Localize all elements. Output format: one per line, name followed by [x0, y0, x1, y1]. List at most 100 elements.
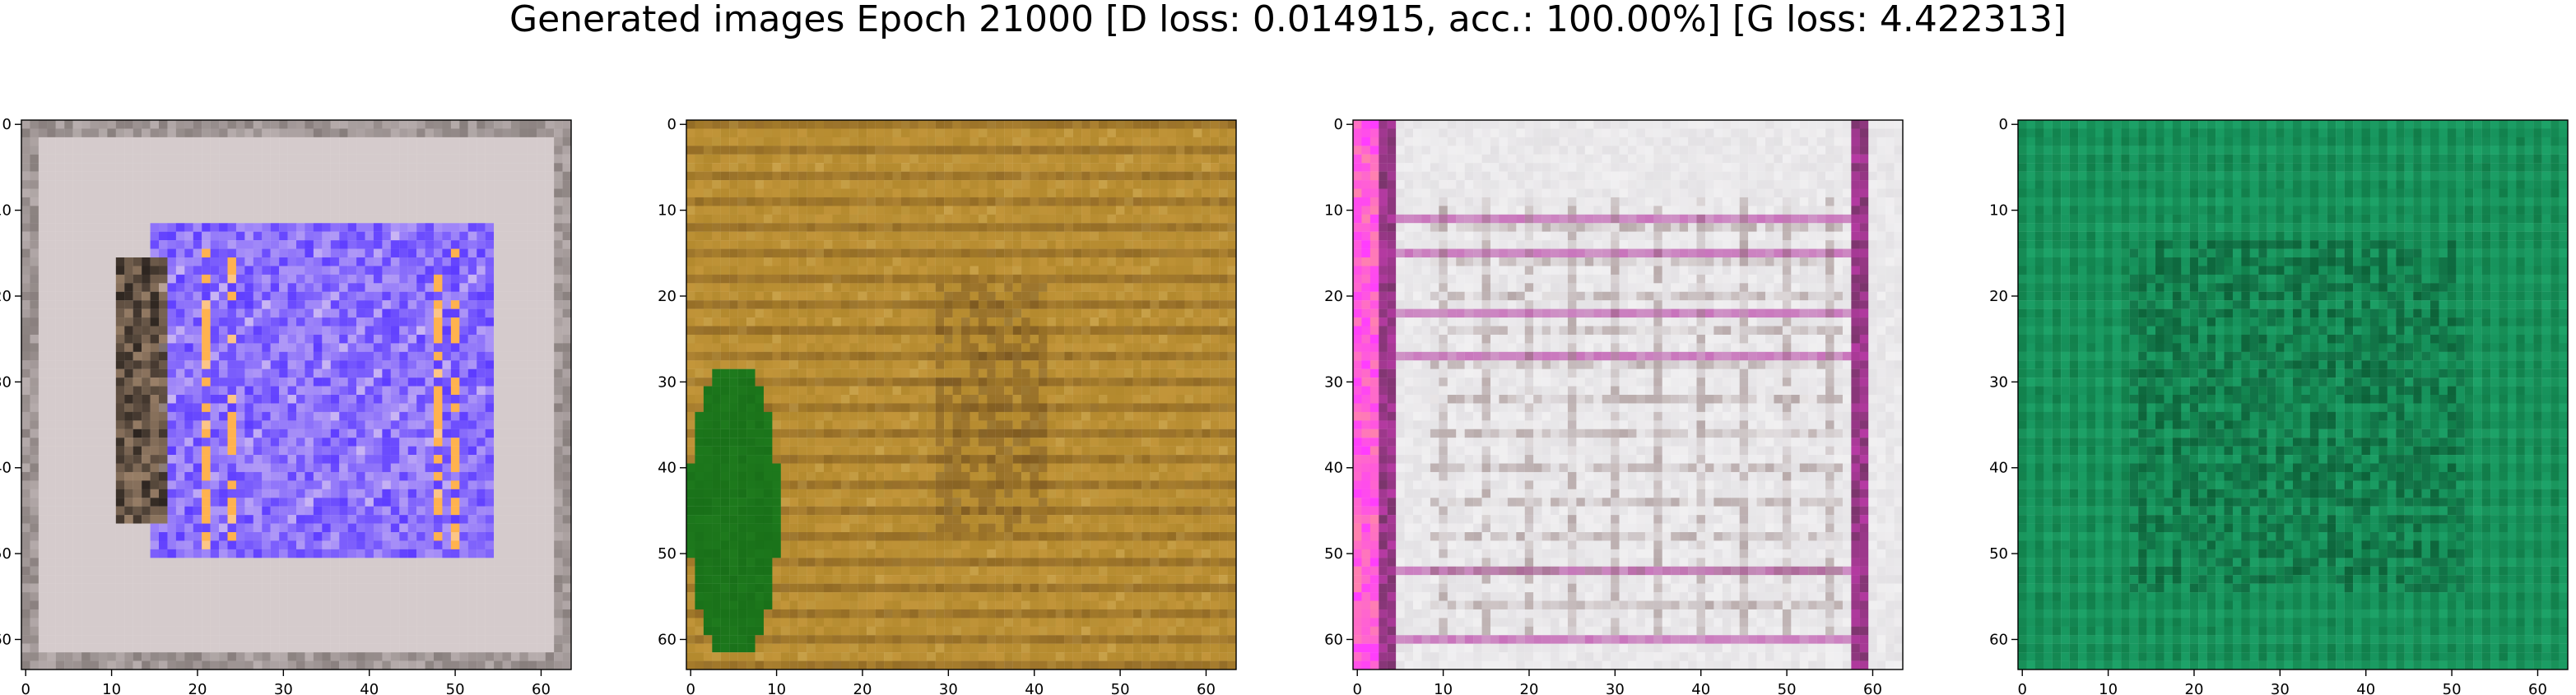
- image-pixel: [1047, 197, 1056, 206]
- image-pixel: [909, 188, 918, 198]
- image-pixel: [390, 506, 400, 516]
- image-pixel: [434, 471, 443, 481]
- image-pixel: [434, 368, 443, 378]
- image-pixel: [313, 240, 323, 249]
- image-pixel: [1175, 214, 1185, 224]
- image-pixel: [175, 334, 185, 344]
- image-pixel: [202, 429, 211, 438]
- image-pixel: [399, 515, 408, 524]
- image-pixel: [807, 180, 816, 189]
- image-pixel: [519, 626, 528, 636]
- image-pixel: [279, 171, 288, 181]
- image-pixel: [107, 214, 116, 224]
- image-pixel: [1159, 146, 1168, 155]
- image-pixel: [382, 317, 391, 327]
- image-pixel: [858, 223, 867, 232]
- image-pixel: [150, 378, 160, 387]
- image-pixel: [459, 274, 468, 284]
- image-pixel: [262, 137, 271, 146]
- image-pixel: [330, 506, 340, 516]
- image-pixel: [90, 351, 100, 361]
- image-pixel: [494, 660, 503, 670]
- image-pixel: [554, 308, 563, 318]
- image-pixel: [537, 583, 546, 593]
- image-pixel: [159, 583, 168, 593]
- image-pixel: [253, 600, 263, 610]
- image-pixel: [270, 197, 280, 206]
- image-pixel: [1081, 171, 1090, 181]
- image-pixel: [356, 575, 365, 584]
- image-pixel: [494, 489, 503, 498]
- image-pixel: [98, 411, 108, 421]
- image-pixel: [313, 120, 323, 129]
- image-pixel: [72, 498, 82, 507]
- image-pixel: [270, 455, 280, 464]
- image-pixel: [347, 463, 357, 473]
- image-pixel: [347, 137, 357, 146]
- image-pixel: [840, 120, 850, 129]
- image-pixel: [477, 137, 486, 146]
- image-pixel: [459, 360, 468, 369]
- image-pixel: [330, 455, 340, 464]
- image-pixel: [356, 532, 365, 541]
- image-pixel: [1159, 223, 1168, 232]
- image-pixel: [390, 120, 400, 129]
- image-pixel: [64, 643, 73, 653]
- image-pixel: [124, 223, 133, 232]
- image-pixel: [537, 231, 546, 241]
- image-pixel: [442, 146, 452, 155]
- image-pixel: [115, 403, 125, 413]
- image-pixel: [124, 326, 133, 336]
- image-pixel: [450, 137, 460, 146]
- image-pixel: [296, 197, 305, 206]
- image-pixel: [737, 171, 747, 181]
- image-pixel: [884, 197, 893, 206]
- image-pixel: [545, 438, 555, 447]
- image-pixel: [434, 523, 443, 533]
- image-pixel: [695, 163, 704, 172]
- image-pixel: [253, 214, 263, 224]
- image-pixel: [373, 566, 383, 576]
- image-pixel: [554, 660, 563, 670]
- image-pixel: [330, 214, 340, 224]
- image-pixel: [545, 257, 555, 266]
- image-pixel: [467, 626, 477, 636]
- image-pixel: [1030, 120, 1039, 129]
- image-pixel: [467, 274, 477, 284]
- image-pixel: [407, 128, 417, 138]
- image-pixel: [528, 575, 537, 584]
- image-pixel: [21, 214, 30, 224]
- image-pixel: [935, 120, 945, 129]
- image-pixel: [175, 532, 185, 541]
- image-pixel: [124, 137, 133, 146]
- image-pixel: [219, 592, 228, 601]
- image-pixel: [107, 575, 116, 584]
- image-pixel: [373, 343, 383, 352]
- image-pixel: [365, 506, 374, 516]
- image-pixel: [142, 420, 151, 429]
- image-pixel: [807, 120, 816, 129]
- image-pixel: [202, 652, 211, 661]
- image-pixel: [313, 583, 323, 593]
- image-pixel: [1081, 197, 1090, 206]
- image-pixel: [442, 532, 452, 541]
- image-pixel: [235, 506, 245, 516]
- image-pixel: [969, 146, 979, 155]
- image-pixel: [55, 600, 65, 610]
- image-pixel: [365, 300, 374, 309]
- image-pixel: [987, 214, 996, 224]
- image-pixel: [64, 368, 73, 378]
- image-pixel: [133, 257, 142, 266]
- image-pixel: [545, 206, 555, 215]
- image-pixel: [373, 378, 383, 387]
- image-pixel: [373, 446, 383, 456]
- image-pixel: [184, 283, 193, 292]
- image-pixel: [485, 171, 495, 181]
- image-pixel: [38, 300, 48, 309]
- image-pixel: [175, 411, 185, 421]
- image-pixel: [528, 146, 537, 155]
- image-pixel: [330, 188, 340, 198]
- image-pixel: [193, 558, 202, 567]
- image-pixel: [253, 455, 263, 464]
- image-pixel: [279, 223, 288, 232]
